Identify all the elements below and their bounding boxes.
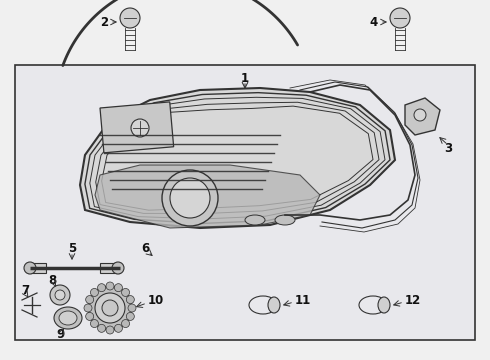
Circle shape (126, 312, 134, 320)
Circle shape (122, 320, 129, 328)
Text: 12: 12 (405, 293, 421, 306)
Circle shape (115, 284, 122, 292)
Bar (28, 263, 46, 273)
Text: 1: 1 (241, 72, 249, 85)
Circle shape (414, 109, 426, 121)
Polygon shape (95, 165, 320, 228)
Circle shape (106, 326, 114, 334)
Circle shape (98, 284, 105, 292)
Circle shape (91, 288, 98, 296)
Text: 2: 2 (100, 15, 108, 28)
Text: 11: 11 (295, 293, 311, 306)
Bar (100, 263, 120, 273)
Text: 10: 10 (148, 293, 164, 306)
Circle shape (170, 178, 210, 218)
Circle shape (88, 286, 132, 330)
Circle shape (131, 119, 149, 137)
Circle shape (102, 300, 118, 316)
Circle shape (24, 262, 36, 274)
Circle shape (122, 288, 129, 296)
Polygon shape (405, 98, 440, 135)
Ellipse shape (245, 215, 265, 225)
Circle shape (390, 8, 410, 28)
Circle shape (91, 320, 98, 328)
Circle shape (120, 8, 140, 28)
Circle shape (162, 170, 218, 226)
Bar (100, 102, 173, 153)
Text: 8: 8 (48, 274, 56, 287)
Circle shape (112, 262, 124, 274)
Text: 3: 3 (444, 141, 452, 154)
Ellipse shape (268, 297, 280, 313)
Ellipse shape (378, 297, 390, 313)
Text: 6: 6 (141, 242, 149, 255)
Ellipse shape (275, 215, 295, 225)
Circle shape (50, 285, 70, 305)
Circle shape (86, 312, 94, 320)
Circle shape (95, 293, 125, 323)
Ellipse shape (54, 307, 82, 329)
Text: 9: 9 (56, 328, 64, 342)
Text: 7: 7 (21, 284, 29, 297)
Circle shape (128, 304, 136, 312)
Bar (15, 65, 475, 340)
Ellipse shape (59, 311, 77, 325)
Circle shape (86, 296, 94, 303)
Circle shape (84, 304, 92, 312)
Text: 4: 4 (370, 15, 378, 28)
Circle shape (106, 282, 114, 290)
Circle shape (126, 296, 134, 303)
Circle shape (98, 324, 105, 332)
Circle shape (55, 290, 65, 300)
Text: 5: 5 (68, 242, 76, 255)
Circle shape (115, 324, 122, 332)
Polygon shape (80, 88, 395, 228)
